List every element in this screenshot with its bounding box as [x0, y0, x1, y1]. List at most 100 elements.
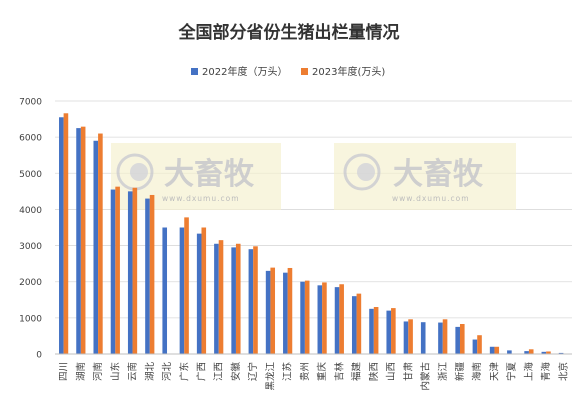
bar-2022-7	[179, 227, 185, 354]
y-axis-ticks: 0 1000 2000 3000 4000 5000 6000 7000	[19, 98, 42, 361]
x-category-label: 江苏	[282, 362, 294, 382]
bar-2023-11	[253, 246, 258, 354]
bar-2023-10	[235, 243, 241, 354]
bar-2022-18	[369, 308, 374, 354]
y-tick-label: 7000	[19, 98, 42, 108]
bar-2023-15	[322, 282, 327, 354]
bar-2022-13	[283, 272, 288, 354]
x-category-label: 福建	[351, 362, 363, 382]
y-tick-label: 2000	[19, 278, 42, 288]
bar-2023-28	[546, 351, 551, 354]
bar-2023-5	[149, 194, 155, 354]
x-axis-categories: 四川 湖南 河南 山东 云南 湖北 河北 广东 广西 江西 安徽 辽宁 黑龙江 江苏 贵州 重庆 吉林 福建 陕西山…	[59, 362, 570, 391]
bar-2023-3	[115, 186, 120, 354]
y-tick-label: 6000	[19, 134, 42, 144]
x-category-label: 吉林	[333, 362, 345, 382]
bar-2022-12	[265, 270, 271, 354]
legend-swatch-2023	[301, 68, 308, 75]
x-category-label: 河南	[92, 362, 104, 381]
x-category-label: 宁夏	[506, 362, 518, 382]
bar-2022-25	[489, 346, 495, 354]
x-category-label: 青海	[540, 362, 552, 382]
bar-2022-3	[110, 189, 116, 354]
x-category-label: 陕西	[368, 362, 380, 381]
chart-title: 全国部分省份生猪出栏量情况	[178, 22, 400, 43]
x-category-label: 黑龙江	[264, 362, 276, 391]
bar-2022-19	[386, 310, 392, 354]
bar-2022-21	[420, 322, 426, 354]
bar-2023-4	[132, 187, 138, 354]
x-category-label: 海南	[471, 362, 483, 381]
bar-2023-25	[494, 346, 500, 354]
x-category-label: 贵州	[299, 362, 311, 381]
watermark-right: 大畜牧 www.dxumu.com	[334, 143, 516, 210]
watermark-text: 大畜牧	[393, 157, 484, 192]
legend-swatch-2022	[191, 68, 198, 75]
legend-label-2022: 2022年度（万头）	[202, 65, 287, 78]
bar-2022-4	[127, 191, 133, 354]
bar-2023-18	[373, 307, 379, 354]
legend-label-2023: 2023年度(万头)	[312, 65, 385, 78]
bar-2022-20	[403, 321, 409, 354]
x-category-label: 甘肃	[402, 362, 414, 381]
watermark-text: 大畜牧	[164, 157, 255, 192]
x-category-label: 新疆	[454, 362, 466, 382]
bar-2022-24	[472, 339, 478, 354]
x-category-label: 江西	[214, 362, 225, 381]
bar-2023-22	[442, 319, 448, 354]
bar-2023-7	[184, 217, 189, 354]
x-category-label: 广西	[195, 362, 207, 381]
watermark-sub: www.dxumu.com	[392, 194, 470, 203]
bar-2022-10	[231, 247, 236, 354]
bar-2022-2	[93, 140, 99, 354]
bar-2022-26	[507, 350, 512, 354]
bar-2022-0	[59, 117, 64, 354]
y-tick-label: 5000	[19, 170, 42, 180]
bar-2023-16	[339, 284, 344, 354]
bar-2023-19	[391, 308, 396, 354]
bar-2023-0	[63, 113, 69, 354]
x-category-label: 河北	[161, 362, 173, 382]
bar-2023-8	[201, 227, 207, 354]
bar-2023-27	[528, 349, 534, 354]
bar-2023-12	[270, 267, 276, 354]
y-tick-label: 1000	[19, 314, 42, 324]
x-category-label: 云南	[127, 362, 139, 381]
x-category-label: 山东	[109, 362, 121, 381]
bar-2023-23	[459, 324, 465, 354]
bar-2023-2	[98, 133, 103, 354]
bar-2022-6	[162, 227, 168, 354]
x-category-label: 四川	[59, 362, 70, 381]
x-category-label: 湖南	[75, 362, 87, 381]
bar-2023-14	[304, 280, 310, 354]
bar-2022-11	[248, 249, 254, 354]
bar-2023-13	[287, 267, 293, 354]
y-tick-label: 4000	[19, 206, 42, 216]
bars	[59, 113, 564, 354]
bar-2022-9	[214, 243, 219, 354]
bar-2023-20	[408, 319, 413, 354]
x-category-label: 内蒙古	[420, 362, 432, 391]
bar-2022-27	[524, 351, 529, 354]
x-category-label: 天津	[489, 362, 500, 382]
bar-2023-9	[218, 240, 224, 354]
x-category-label: 山西	[386, 362, 397, 381]
bar-2022-5	[145, 198, 150, 354]
bar-2023-17	[356, 293, 362, 354]
bar-2022-28	[541, 351, 547, 354]
bar-2022-17	[351, 296, 357, 354]
bar-2023-24	[477, 335, 482, 354]
legend: 2022年度（万头） 2023年度(万头)	[191, 65, 385, 78]
bar-2022-14	[300, 281, 305, 354]
x-category-label: 北京	[557, 362, 569, 381]
x-category-label: 广东	[178, 362, 190, 381]
y-tick-label: 3000	[19, 242, 42, 252]
bar-2022-8	[196, 233, 202, 354]
bar-2022-1	[76, 128, 81, 354]
y-tick-label: 0	[36, 351, 42, 361]
x-category-label: 辽宁	[247, 362, 259, 381]
bar-2022-23	[455, 326, 460, 354]
bar-2022-16	[334, 287, 340, 354]
x-category-label: 湖北	[145, 362, 156, 382]
